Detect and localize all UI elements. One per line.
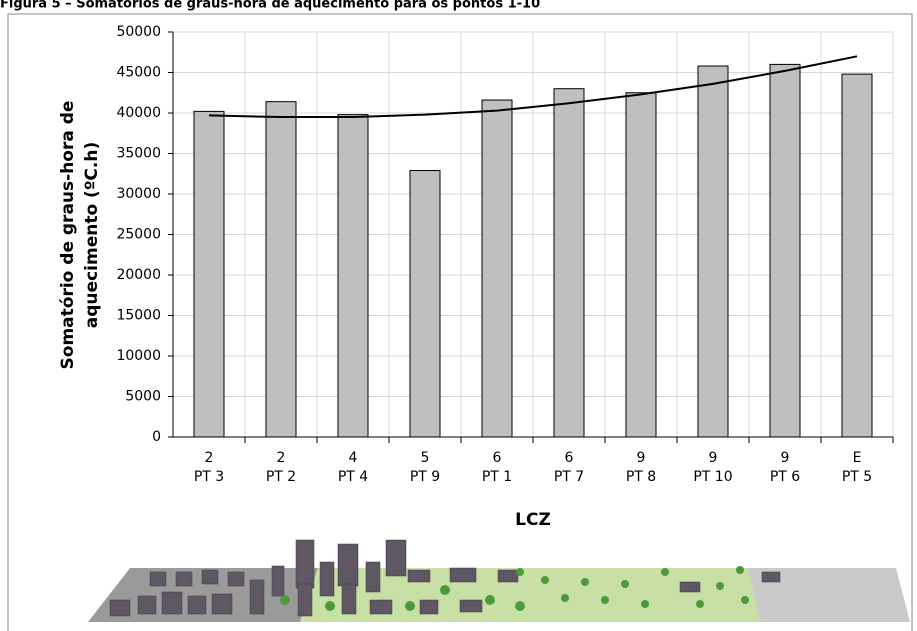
- x-tick-label: 9: [709, 450, 718, 466]
- x-tick-label: 5: [421, 450, 430, 466]
- bar: [626, 93, 656, 437]
- y-axis-title: aquecimento (ºC.h): [82, 142, 102, 328]
- y-tick-label: 45000: [116, 65, 161, 81]
- x-tick-label: 2: [205, 450, 214, 466]
- chart-title: Figura 5 – Somatórios de graus-hora de a…: [0, 0, 540, 12]
- x-tick-label: PT 7: [554, 469, 584, 485]
- x-tick-label: PT 6: [770, 469, 800, 485]
- y-tick-label: 40000: [116, 105, 161, 121]
- bar: [482, 100, 512, 437]
- x-tick-label: PT 2: [266, 469, 296, 485]
- x-tick-label: E: [853, 450, 862, 466]
- bar: [194, 111, 224, 437]
- y-tick-label: 20000: [116, 267, 161, 283]
- city-illustration: [88, 540, 910, 622]
- x-tick-label: PT 5: [842, 469, 872, 485]
- bar: [698, 66, 728, 437]
- bar: [338, 115, 368, 437]
- x-axis-title: LCZ: [515, 510, 551, 530]
- x-tick-label: PT 10: [693, 469, 732, 485]
- x-tick-label: 2: [277, 450, 286, 466]
- bar: [842, 74, 872, 437]
- x-tick-label: PT 4: [338, 469, 368, 485]
- y-tick-label: 5000: [125, 389, 161, 405]
- bar: [554, 89, 584, 437]
- y-tick-label: 30000: [116, 186, 161, 202]
- y-tick-label: 0: [152, 429, 161, 445]
- x-tick-label: PT 8: [626, 469, 656, 485]
- x-tick-label: 9: [637, 450, 646, 466]
- chart: Figura 5 – Somatórios de graus-hora de a…: [0, 0, 917, 631]
- y-tick-label: 50000: [116, 24, 161, 40]
- x-tick-label: PT 1: [482, 469, 512, 485]
- y-tick-label: 25000: [116, 227, 161, 243]
- x-tick-label: PT 3: [194, 469, 224, 485]
- y-tick-label: 15000: [116, 308, 161, 324]
- x-tick-label: 4: [349, 450, 358, 466]
- bar: [266, 102, 296, 437]
- x-tick-label: 6: [565, 450, 574, 466]
- y-axis-title: Somatório de graus-hora de: [58, 101, 78, 370]
- bar: [770, 64, 800, 437]
- x-tick-label: 9: [781, 450, 790, 466]
- y-tick-label: 10000: [116, 348, 161, 364]
- x-tick-label: PT 9: [410, 469, 440, 485]
- bar: [410, 171, 440, 437]
- y-tick-label: 35000: [116, 146, 161, 162]
- x-tick-label: 6: [493, 450, 502, 466]
